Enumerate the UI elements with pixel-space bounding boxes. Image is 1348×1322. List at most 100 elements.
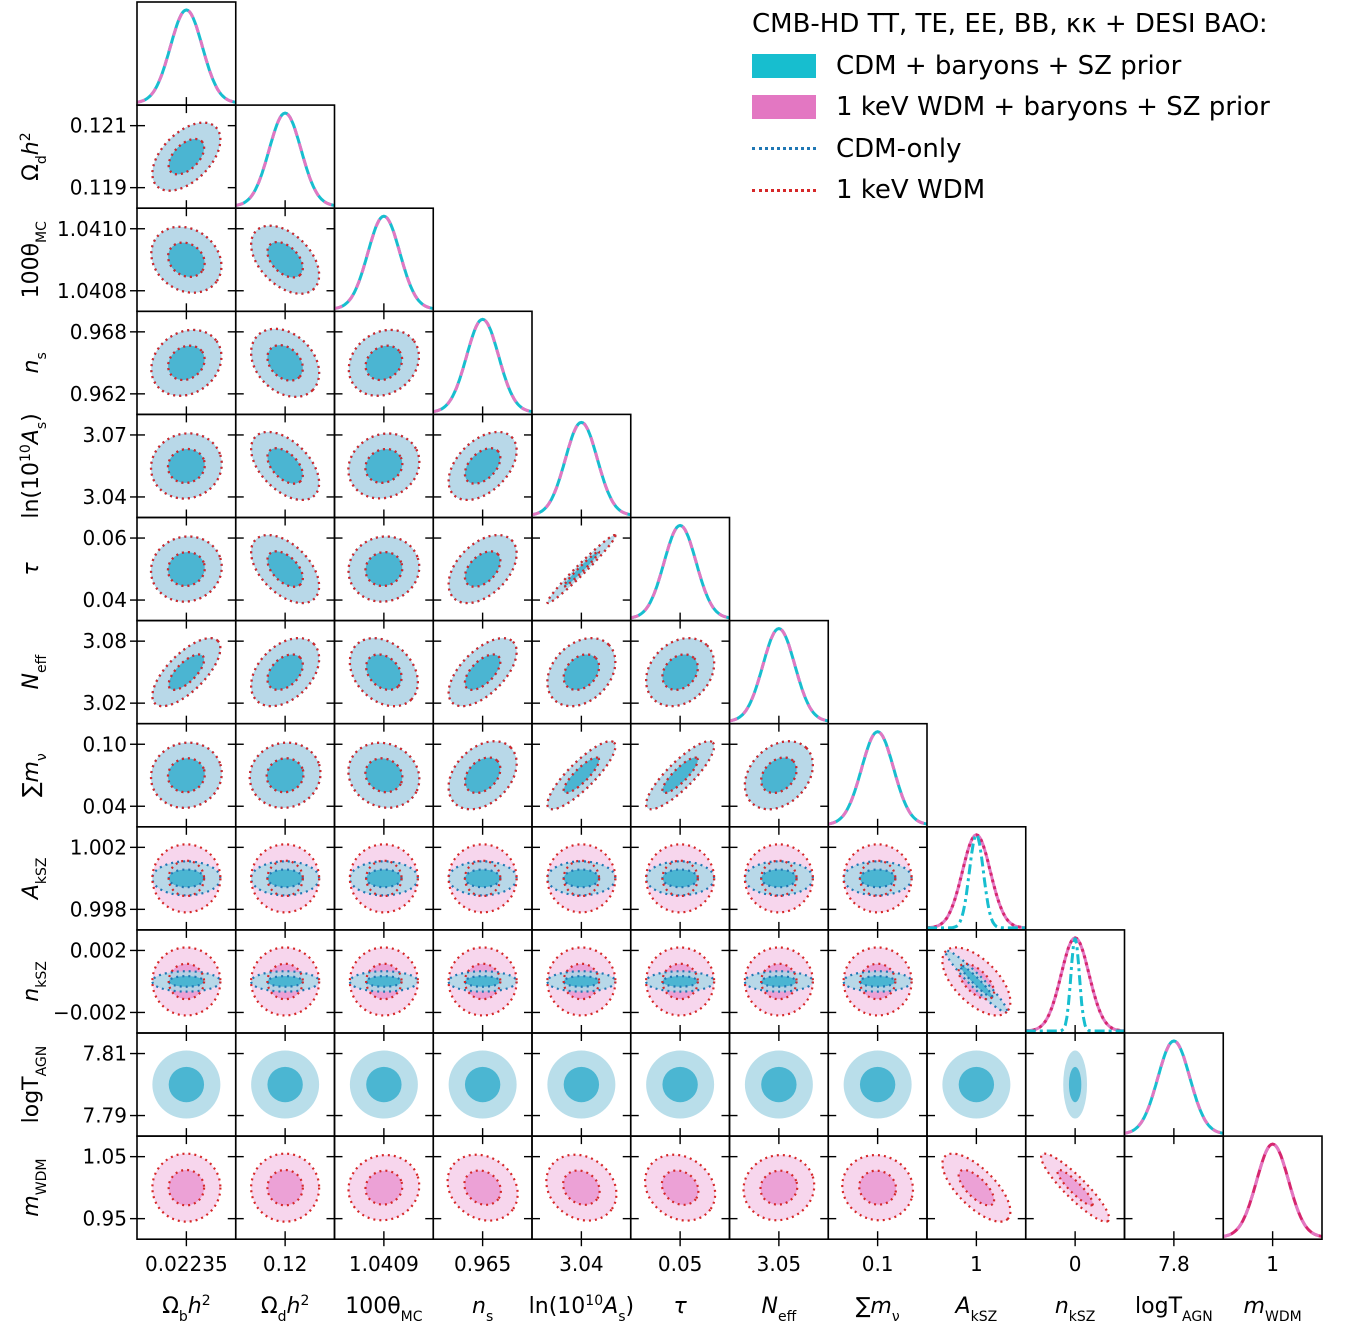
panel-as-as [531, 413, 632, 519]
x-tick-label-omb: 0.02235 [145, 1252, 228, 1276]
x-axis-label-aksz: AkSZ [954, 1294, 998, 1322]
y-axis-label-neff: Neff [19, 654, 50, 689]
contour-wdm-only-outer [149, 741, 223, 809]
contour-wdm-only-inner [957, 1168, 996, 1207]
marginal-dashed-theta [334, 214, 434, 310]
panel-omc-omb [136, 104, 237, 209]
contour-cdm-inner [563, 757, 600, 793]
contour-wdm-only-outer [250, 224, 321, 295]
contour-wdm-only-outer [446, 1153, 519, 1222]
contour-cdm-inner [662, 1066, 698, 1103]
contour-wdm-only-outer [348, 843, 419, 914]
panel-frame [531, 413, 632, 519]
y-tick-label-as: 3.04 [82, 485, 127, 509]
marginal-dashed-neff [729, 627, 829, 723]
contour-wdm-only-inner [562, 550, 601, 588]
contour-wdm-only-inner [858, 962, 897, 1001]
y-tick-label-ns: 0.962 [70, 382, 127, 406]
x-axis-label-omc: Ωdh2 [261, 1293, 310, 1322]
y-tick-label-theta: 1.0408 [57, 279, 127, 303]
contour-wdm-only-inner [463, 653, 502, 691]
contour-cdm-inner [365, 449, 403, 483]
legend-entry-cdm-only: CDM-only [752, 128, 1342, 170]
contour-wdm-only-outer [347, 535, 421, 603]
x-axis-label-nksz: nkSZ [1055, 1294, 1096, 1322]
contour-cdm-inner [464, 757, 501, 793]
contour-cdm-inner [859, 976, 896, 987]
y-tick-label-aksz: 1.002 [70, 835, 127, 859]
x-tick-label-nksz: 0 [1069, 1252, 1082, 1276]
contour-wdm-only-inner [365, 962, 403, 1001]
contour-cdm-inner [168, 345, 205, 380]
contour-wdm-only-outer [447, 637, 518, 708]
panel-mwdm-mwdm [1222, 1135, 1323, 1240]
marginal-tau [630, 523, 730, 620]
contour-wdm-only-outer [151, 637, 222, 708]
contour-cdm-inner [960, 965, 993, 998]
contour-wdm-inner [267, 1169, 303, 1206]
contour-cdm-inner [168, 1066, 205, 1103]
contour-wdm-only-outer [150, 328, 223, 397]
marginal-dashed-mnu [828, 730, 928, 826]
panel-tau-as [531, 516, 632, 622]
panel-nksz-theta [333, 929, 435, 1034]
legend-line-wdm [752, 188, 816, 192]
contour-wdm-only-outer [645, 946, 716, 1017]
marginal-theta [334, 214, 434, 310]
marginal-mwdm [1223, 1142, 1323, 1238]
contour-wdm-only-inner [266, 962, 304, 1001]
panel-ns-omc [234, 310, 336, 416]
contour-wdm-only-inner [661, 756, 699, 795]
contour-wdm-only-outer [348, 637, 419, 708]
x-tick-label-as: 3.04 [559, 1252, 604, 1276]
contour-cdm-inner [267, 551, 303, 587]
contour-cdm-inner [267, 345, 303, 381]
panel-mnu-omc [234, 722, 336, 828]
contour-wdm-only-outer [743, 946, 814, 1017]
contour-wdm-inner [563, 1170, 600, 1205]
contour-wdm-only-inner [760, 962, 798, 1001]
panel-aksz-omb [136, 825, 237, 931]
panel-aksz-aksz [926, 825, 1027, 931]
x-axis-label-as: ln(1010As) [529, 1293, 634, 1322]
contour-cdm-inner [563, 869, 600, 888]
panel-aksz-tau [629, 825, 731, 931]
panel-theta-omc [234, 207, 336, 313]
panel-frame [432, 310, 533, 416]
contour-wdm-only-outer [348, 946, 419, 1017]
contour-cdm-inner [464, 976, 501, 987]
contour-wdm-only-inner [167, 962, 206, 1001]
contour-wdm-only-inner [266, 550, 304, 588]
contour-cdm-inner [859, 869, 896, 888]
panel-frame [333, 207, 435, 313]
contour-wdm-inner [859, 1170, 897, 1205]
panel-neff-neff [728, 619, 830, 725]
panel-nksz-omc [234, 929, 336, 1034]
marginal-wdm-dotted-aksz [926, 833, 1026, 930]
panel-mwdm-mnu [827, 1135, 928, 1240]
contour-wdm-only-outer [743, 740, 814, 811]
contour-wdm-only-inner [661, 962, 699, 1001]
contour-wdm-only-outer [447, 740, 518, 811]
x-tick-label-tagn: 7.8 [1158, 1252, 1190, 1276]
contour-wdm-only-outer [250, 430, 321, 502]
contour-wdm-only-inner [858, 1169, 898, 1206]
contour-wdm-only-outer [250, 843, 321, 914]
panel-mnu-theta [333, 722, 435, 828]
contour-cdm-inner [267, 654, 303, 690]
y-axis-label-aksz: AkSZ [19, 858, 50, 902]
contour-cdm-inner [563, 1066, 600, 1103]
y-axis-label-tagn: logTAGN [19, 1046, 50, 1124]
x-tick-label-mnu: 0.1 [862, 1252, 894, 1276]
x-tick-label-ns: 0.965 [454, 1252, 511, 1276]
panel-tagn-mnu [827, 1032, 928, 1137]
contour-cdm-inner [859, 1066, 896, 1103]
y-axis-label-nksz: nkSZ [19, 961, 50, 1002]
contour-wdm-only-inner [562, 1169, 601, 1206]
marginal-wdm-aksz [926, 833, 1026, 930]
contour-cdm-inner [563, 654, 600, 690]
panel-frame [827, 722, 928, 828]
panel-nksz-aksz [926, 929, 1027, 1034]
panel-nksz-ns [432, 929, 533, 1034]
contour-wdm-only-inner [562, 653, 601, 691]
